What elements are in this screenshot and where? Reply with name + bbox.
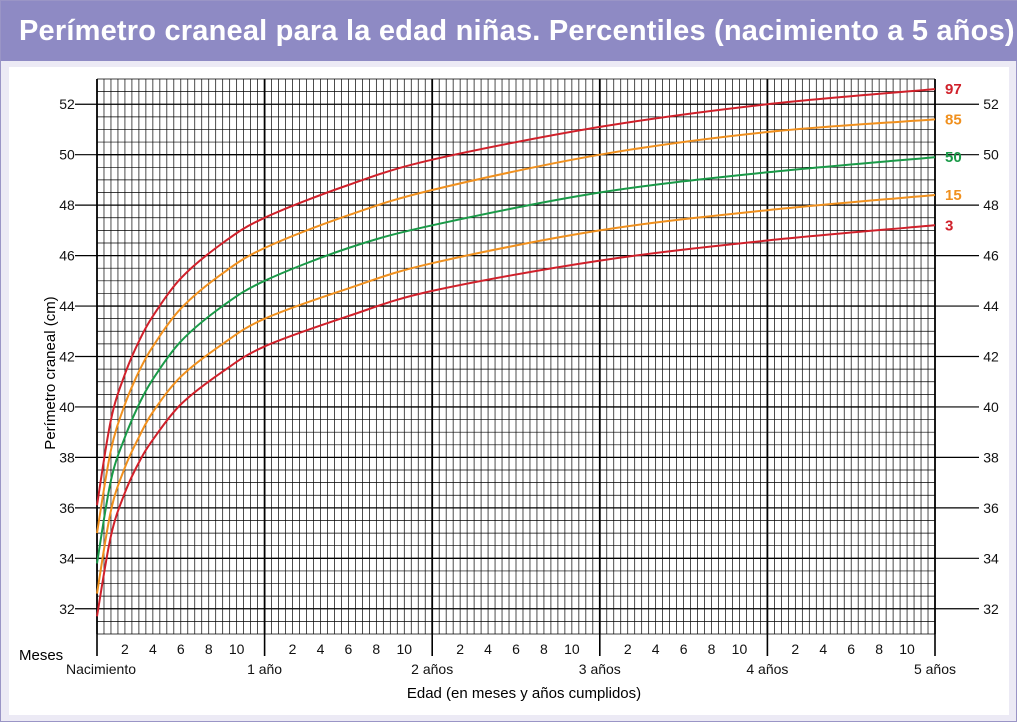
y-tick-label-left: 32 (59, 601, 75, 617)
x-month-tick-label: 10 (396, 641, 412, 657)
y-tick-label-left: 44 (59, 298, 75, 314)
percentile-curve-p50 (96, 156, 936, 564)
chart-grid (96, 78, 936, 656)
percentile-labels: 97 85 50 15 3 (945, 81, 962, 234)
percentile-label-p97: 97 (945, 81, 962, 98)
months-label: Meses (19, 647, 63, 664)
x-month-tick-label: 10 (732, 641, 748, 657)
percentile-label-p50: 50 (945, 149, 962, 166)
chart-panel: 32 32 34 34 36 36 38 38 40 40 42 42 44 44 46 46 48 48 50 50… (9, 67, 1009, 715)
x-month-tick-label: 10 (564, 641, 580, 657)
percentile-label-p85: 85 (945, 111, 962, 128)
y-tick-label-left: 36 (59, 500, 75, 516)
x-month-tick-label: 6 (177, 641, 185, 657)
x-month-tick-label: 4 (819, 641, 827, 657)
x-month-tick-label: 2 (289, 641, 297, 657)
y-tick-label-left: 42 (59, 349, 75, 365)
percentile-label-p15: 15 (945, 187, 962, 204)
percentile-curve-p85 (96, 118, 936, 534)
x-year-tick-label: 5 años (914, 661, 956, 677)
y-tick-label-left: 50 (59, 147, 75, 163)
y-tick-label-right: 40 (983, 399, 999, 415)
x-year-tick-label: 4 años (746, 661, 788, 677)
x-month-tick-label: 6 (345, 641, 353, 657)
y-tick-label-left: 34 (59, 550, 75, 566)
y-tick-label-left: 46 (59, 248, 75, 264)
y-tick-label-right: 48 (983, 197, 999, 213)
x-month-tick-label: 2 (121, 641, 129, 657)
x-year-tick-label: Nacimiento (66, 661, 136, 677)
y-tick-label-right: 44 (983, 298, 999, 314)
x-year-tick-label: 1 año (247, 661, 282, 677)
y-tick-label-left: 40 (59, 399, 75, 415)
x-month-tick-label: 2 (456, 641, 464, 657)
y-axis-label: Perímetro craneal (cm) (42, 296, 59, 449)
y-tick-label-right: 46 (983, 248, 999, 264)
x-month-tick-label: 6 (847, 641, 855, 657)
x-month-tick-label: 2 (791, 641, 799, 657)
percentile-label-p3: 3 (945, 217, 953, 234)
percentile-curve-p97 (96, 88, 936, 506)
x-month-tick-label: 8 (205, 641, 213, 657)
x-month-tick-label: 4 (652, 641, 660, 657)
x-year-tick-label: 3 años (579, 661, 621, 677)
y-tick-label-left: 48 (59, 197, 75, 213)
x-month-tick-label: 4 (317, 641, 325, 657)
x-month-tick-label: 10 (229, 641, 245, 657)
y-tick-label-right: 32 (983, 601, 999, 617)
y-tick-label-right: 34 (983, 550, 999, 566)
x-month-tick-label: 10 (899, 641, 915, 657)
x-year-tick-label: 2 años (411, 661, 453, 677)
y-tick-label-left: 38 (59, 449, 75, 465)
x-axis-label: Edad (en meses y años cumplidos) (407, 685, 641, 702)
x-month-tick-label: 8 (372, 641, 380, 657)
y-tick-label-right: 50 (983, 147, 999, 163)
x-month-tick-label: 8 (875, 641, 883, 657)
x-month-tick-label: 8 (708, 641, 716, 657)
x-month-tick-label: 4 (149, 641, 157, 657)
x-month-tick-label: 6 (680, 641, 688, 657)
x-month-tick-label: 8 (540, 641, 548, 657)
y-tick-label-right: 42 (983, 349, 999, 365)
percentile-curve-p15 (96, 194, 936, 594)
y-tick-label-right: 38 (983, 449, 999, 465)
y-axis-ticks: 32 32 34 34 36 36 38 38 40 40 42 42 44 44 46 46 48 48 50 50… (59, 96, 999, 617)
x-month-tick-label: 4 (484, 641, 492, 657)
x-month-tick-label: 2 (624, 641, 632, 657)
y-tick-label-right: 52 (983, 96, 999, 112)
chart-title: Perímetro craneal para la edad niñas. Pe… (19, 15, 1015, 47)
y-tick-label-left: 52 (59, 96, 75, 112)
y-tick-label-right: 36 (983, 500, 999, 516)
title-bar: Perímetro craneal para la edad niñas. Pe… (1, 1, 1017, 61)
x-month-tick-label: 6 (512, 641, 520, 657)
x-axis-ticks: 2 4 6 8 10 2 4 6 8 10 2 4 6 8 10 2 4 6 8 10 2 4 6 8 10 Nacimiento… (66, 641, 956, 677)
percentile-curve-p3 (96, 224, 936, 617)
percentile-curves (96, 88, 936, 617)
